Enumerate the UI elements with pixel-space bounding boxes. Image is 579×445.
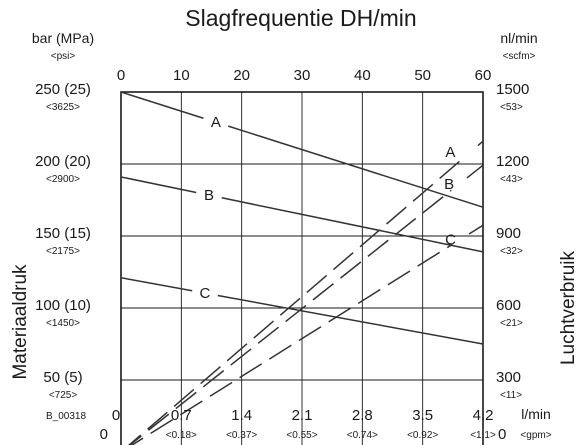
bottom-tick-label: 2.8 xyxy=(352,407,373,424)
bottom-axis-unit: l/min xyxy=(521,406,551,422)
left-tick-label-alt: <2900> xyxy=(46,174,80,185)
plot-frame xyxy=(120,91,484,445)
left-tick-label-alt: <3625> xyxy=(46,102,80,113)
top-tick-label: 50 xyxy=(414,67,431,84)
left-tick-label-alt: <1450> xyxy=(46,318,80,329)
air-consumption-line xyxy=(466,164,484,179)
series-label: B xyxy=(444,176,454,193)
left-axis-ticks: 0 50 (5) <725> 100 (10) <1450> 150 (15) <2175>… xyxy=(35,81,108,443)
series-label: C xyxy=(445,231,456,248)
top-tick-label: 40 xyxy=(354,67,371,84)
right-tick-label-alt: <53> xyxy=(500,102,523,113)
top-tick-label: 30 xyxy=(294,67,311,84)
right-tick-label-alt: <43> xyxy=(500,174,523,185)
figure-code: B_00318 xyxy=(46,411,86,422)
left-tick-label: 50 (5) xyxy=(43,369,82,386)
grid xyxy=(121,92,483,445)
pressure-line xyxy=(217,294,484,345)
bottom-tick-label-alt: <0.55> xyxy=(286,430,317,441)
bottom-tick-label: 2.1 xyxy=(292,407,313,424)
left-tick-label: 250 (25) xyxy=(35,81,91,98)
bottom-tick-label: 4.2 xyxy=(473,407,494,424)
bottom-tick-label: 0.7 xyxy=(171,407,192,424)
air-consumption-line xyxy=(128,158,464,445)
left-axis-unit: bar (MPa) xyxy=(32,30,94,46)
air-consumption-line xyxy=(468,224,484,235)
left-tick-label: 150 (15) xyxy=(35,225,91,242)
right-tick-label: 900 xyxy=(496,225,521,242)
bottom-tick-label-alt: <0.92> xyxy=(407,430,438,441)
top-tick-label: 20 xyxy=(233,67,250,84)
chart-title: Slagfrequentie DH/min xyxy=(185,5,416,31)
bottom-tick-label-alt: <0.37> xyxy=(226,430,257,441)
pressure-line xyxy=(120,176,197,194)
right-tick-label: 600 xyxy=(496,297,521,314)
bottom-tick-label-alt: <0.74> xyxy=(347,430,378,441)
right-tick-label-alt: <21> xyxy=(500,318,523,329)
right-tick-label: 1200 xyxy=(496,153,529,170)
left-tick-label: 200 (20) xyxy=(35,153,91,170)
pressure-line xyxy=(228,125,484,208)
bottom-tick-label: 1.4 xyxy=(231,407,252,424)
series-label: C xyxy=(200,285,211,302)
right-tick-label: 300 xyxy=(496,369,521,386)
top-tick-label: 10 xyxy=(173,67,190,84)
left-tick-label-alt: <725> xyxy=(49,390,78,401)
bottom-tick-label-alt: <1.1> xyxy=(470,430,496,441)
bottom-axis-unit-alt: <gpm> xyxy=(520,430,551,441)
left-tick-label-alt: <2175> xyxy=(46,246,80,257)
top-axis-ticks: 0 10 20 30 40 50 60 xyxy=(117,67,492,84)
bottom-tick-label-alt: <0.18> xyxy=(166,430,197,441)
right-tick-label-alt: <11> xyxy=(500,390,522,401)
right-axis-label: Luchtverbruik xyxy=(558,250,579,365)
right-axis-unit-alt: <scfm> xyxy=(503,51,536,62)
left-axis-label: Materiaaldruk xyxy=(10,264,31,380)
right-tick-label-alt: <32> xyxy=(500,246,523,257)
bottom-tick-label: 0 xyxy=(112,407,120,424)
series-label: A xyxy=(211,114,221,131)
bottom-axis-ticks: 0 0.7 <0.18> 1.4 <0.37> 2.1 <0.55> 2.8 <0.74> 3.5… xyxy=(112,407,496,441)
series-label: A xyxy=(445,144,455,161)
series-label: B xyxy=(204,187,214,204)
top-tick-label: 0 xyxy=(117,67,125,84)
air-consumption-line xyxy=(128,189,452,445)
bottom-tick-label: 3.5 xyxy=(412,407,433,424)
pressure-line xyxy=(221,197,484,253)
right-axis-ticks: 0 300 <11> 600 <21> 900 <32> 1200 <43> 1500 <53> xyxy=(496,81,529,443)
left-tick-label: 100 (10) xyxy=(35,297,91,314)
right-axis-unit: nl/min xyxy=(500,30,537,46)
left-axis-unit-alt: <psi> xyxy=(51,51,76,62)
pressure-line xyxy=(120,277,193,292)
pressure-line xyxy=(120,91,204,119)
right-tick-label: 1500 xyxy=(496,81,529,98)
air-consumption-line xyxy=(130,243,453,445)
top-tick-label: 60 xyxy=(475,67,492,84)
air-consumption-line xyxy=(477,140,484,147)
right-tick-label: 0 xyxy=(498,426,506,443)
left-tick-label: 0 xyxy=(100,426,108,443)
